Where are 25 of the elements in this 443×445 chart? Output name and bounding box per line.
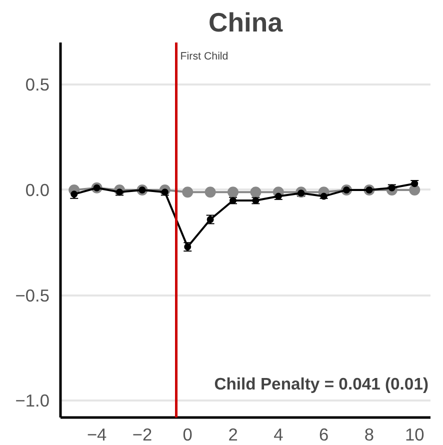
x-tick-label: 0 [182, 424, 192, 444]
point [204, 186, 216, 198]
x-tick-label: −2 [132, 424, 152, 444]
point [70, 190, 78, 198]
annotation: Child Penalty = 0.041 (0.01) [214, 374, 428, 394]
x-tick-label: 2 [228, 424, 238, 444]
point [206, 216, 214, 223]
chart-title: China [208, 8, 283, 38]
y-tick-label: 0.5 [25, 74, 50, 95]
x-tick-label: 8 [364, 424, 374, 444]
point [182, 186, 194, 198]
x-tick-label: −4 [86, 424, 108, 444]
ref-line-label: First Child [180, 50, 228, 62]
point [409, 184, 420, 196]
y-tick-label: 0.0 [25, 180, 50, 200]
y-tick-label: −1.0 [15, 390, 50, 411]
x-tick-label: 4 [274, 424, 284, 444]
point [250, 186, 262, 198]
point [320, 192, 328, 200]
x-tick-label: 10 [404, 424, 424, 444]
point [274, 192, 282, 200]
x-tick-label: 6 [318, 424, 329, 444]
y-tick-label: −0.5 [15, 285, 50, 306]
point [228, 186, 239, 198]
point [184, 243, 192, 250]
